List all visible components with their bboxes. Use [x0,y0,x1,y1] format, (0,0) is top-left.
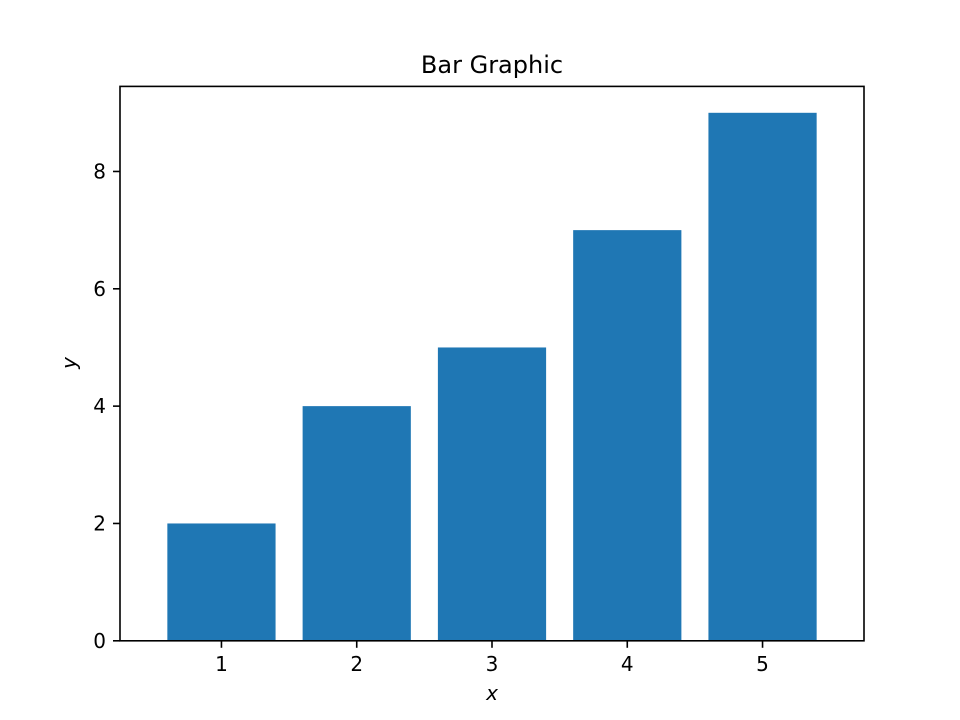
y-tick-label-0: 0 [93,629,106,653]
x-tick-label-3: 3 [486,652,499,676]
x-tick-label-1: 1 [215,652,228,676]
bar-2 [302,406,411,641]
y-tick-label-6: 6 [93,277,106,301]
bars-layer [167,112,817,641]
bar-4 [573,230,682,641]
x-axis-label: x [485,681,498,705]
bar-5 [708,112,817,641]
bar-3 [437,347,547,641]
bar-1 [167,523,276,641]
x-tick-label-4: 4 [621,652,634,676]
x-tick-label-5: 5 [756,652,769,676]
y-axis-label: y [57,356,81,370]
ticks-layer: 1 2 3 4 5 0 2 4 6 8 [93,159,769,675]
y-tick-label-2: 2 [93,511,106,535]
x-tick-label-2: 2 [350,652,363,676]
chart-title: Bar Graphic [421,51,563,79]
y-tick-label-8: 8 [93,159,106,183]
y-tick-label-4: 4 [93,394,106,418]
